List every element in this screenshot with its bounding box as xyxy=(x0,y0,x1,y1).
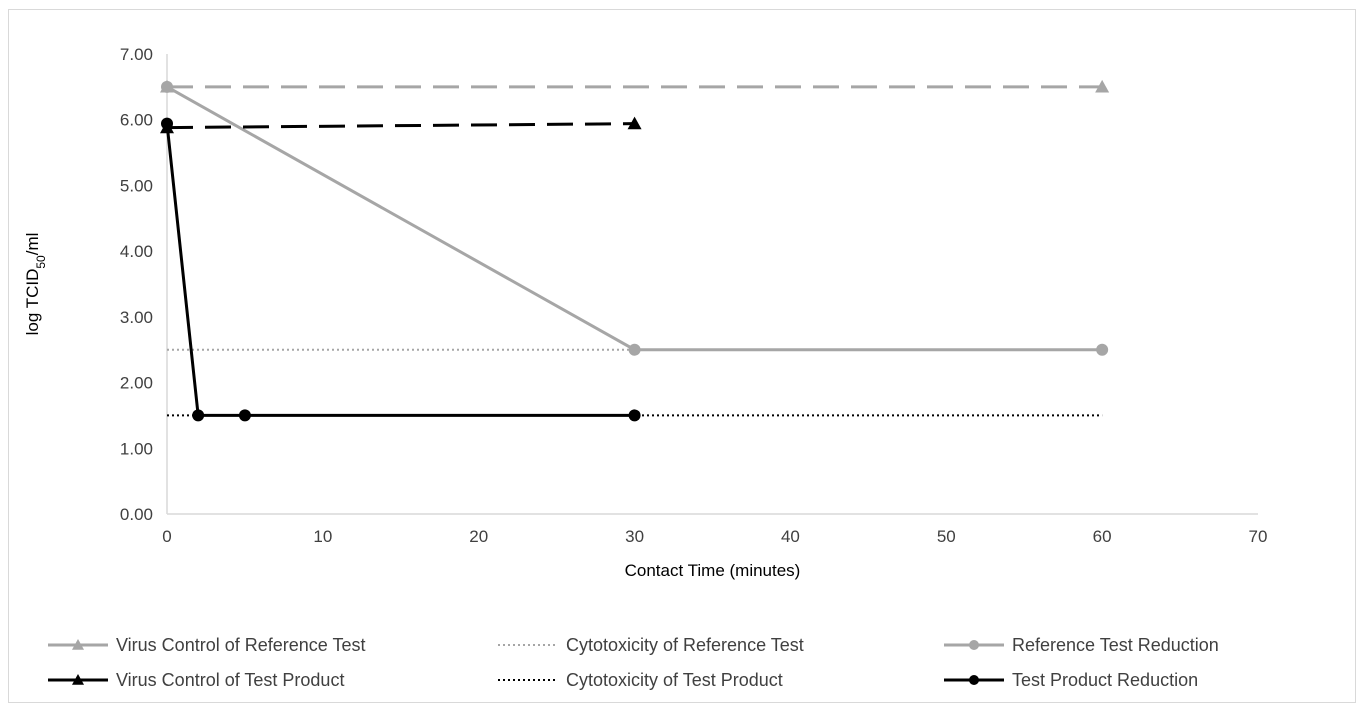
data-point-circle xyxy=(969,675,979,685)
x-axis-title: Contact Time (minutes) xyxy=(625,561,801,580)
legend-item: Virus Control of Reference Test xyxy=(48,635,365,655)
legend-item: Virus Control of Test Product xyxy=(48,670,344,690)
legend-label: Reference Test Reduction xyxy=(1012,635,1219,655)
y-tick-label: 7.00 xyxy=(120,45,153,64)
y-tick-label: 0.00 xyxy=(120,505,153,524)
x-tick-label: 10 xyxy=(313,527,332,546)
data-point-circle xyxy=(969,640,979,650)
x-tick-label: 40 xyxy=(781,527,800,546)
legend-label: Cytotoxicity of Reference Test xyxy=(566,635,804,655)
x-tick-label: 30 xyxy=(625,527,644,546)
series-6 xyxy=(161,117,641,422)
series-line xyxy=(165,123,635,417)
legend-item: Reference Test Reduction xyxy=(944,635,1219,655)
data-point-circle xyxy=(192,409,205,422)
x-tick-label: 0 xyxy=(162,527,171,546)
legend-item: Cytotoxicity of Reference Test xyxy=(498,635,804,655)
data-point-circle xyxy=(161,117,173,130)
data-point-circle xyxy=(628,409,641,422)
y-axis-title-suffix: /ml xyxy=(23,233,42,256)
x-tick-label: 60 xyxy=(1093,527,1112,546)
legend-label: Test Product Reduction xyxy=(1012,670,1198,690)
axes xyxy=(166,54,1258,515)
legend-label: Virus Control of Reference Test xyxy=(116,635,365,655)
y-tick-label: 2.00 xyxy=(120,374,153,393)
y-tick-label: 1.00 xyxy=(120,439,153,458)
y-tick-label: 3.00 xyxy=(120,308,153,327)
y-axis-title: log TCID50/ml xyxy=(23,233,48,336)
x-tick-label: 20 xyxy=(469,527,488,546)
legend-item: Cytotoxicity of Test Product xyxy=(498,670,783,690)
y-axis-title-prefix: log TCID xyxy=(23,269,42,336)
data-point-circle xyxy=(1096,343,1109,356)
data-point-triangle xyxy=(627,116,642,130)
y-axis-title-subscript: 50 xyxy=(34,255,48,269)
y-tick-label: 6.00 xyxy=(120,111,153,130)
data-point-triangle xyxy=(72,639,84,650)
y-tick-labels: 0.00 1.00 2.00 3.00 4.00 5.00 6.00 7.00 xyxy=(120,45,153,524)
y-tick-label: 5.00 xyxy=(120,176,153,195)
data-point-triangle xyxy=(1095,79,1110,93)
legend-label: Virus Control of Test Product xyxy=(116,670,344,690)
series-3 xyxy=(161,80,1109,356)
x-tick-label: 70 xyxy=(1249,527,1268,546)
series-line xyxy=(166,122,635,130)
x-tick-labels: 0 10 20 30 40 50 60 70 xyxy=(162,527,1267,546)
legend-label: Cytotoxicity of Test Product xyxy=(566,670,783,690)
y-tick-label: 4.00 xyxy=(120,242,153,261)
data-point-triangle xyxy=(72,674,84,685)
legend: Virus Control of Reference Test Cytotoxic… xyxy=(48,635,1219,690)
legend-item: Test Product Reduction xyxy=(944,670,1198,690)
data-point-circle xyxy=(628,343,641,356)
series-layer xyxy=(160,79,1110,422)
series-1 xyxy=(160,79,1110,93)
data-point-circle xyxy=(161,80,173,93)
data-point-circle xyxy=(238,409,251,422)
x-tick-label: 50 xyxy=(937,527,956,546)
